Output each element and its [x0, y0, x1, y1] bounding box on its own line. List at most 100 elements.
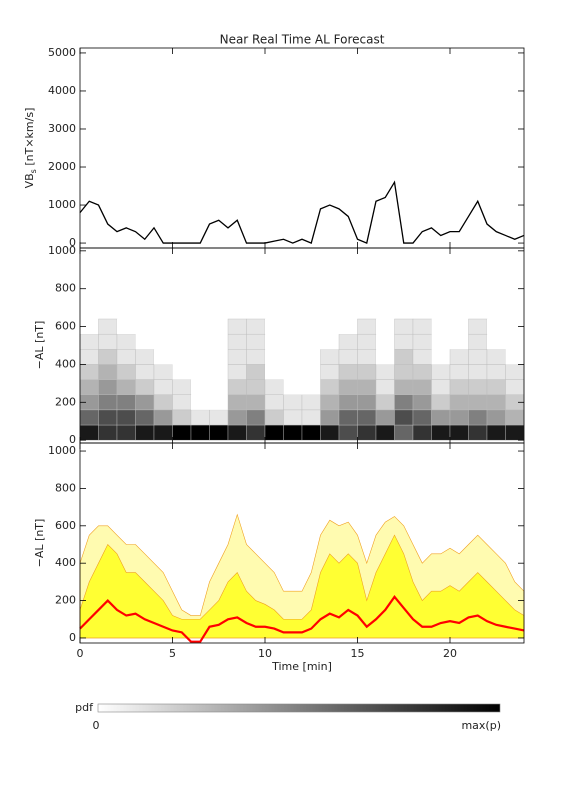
heat-cell — [79, 349, 99, 365]
y-tick-label: 1000 — [48, 198, 76, 211]
heat-cell — [468, 424, 488, 441]
heat-cell — [505, 334, 524, 350]
heat-cell — [135, 318, 154, 335]
heat-cell — [412, 394, 432, 411]
heat-cell — [412, 379, 432, 395]
heat-cell — [394, 379, 414, 395]
heat-cell — [191, 379, 210, 395]
heat-cell — [505, 424, 525, 441]
heat-cell — [283, 318, 302, 335]
heat-cell — [191, 364, 210, 380]
heat-cell — [264, 379, 284, 395]
heat-cell — [153, 394, 173, 411]
heat-cell — [357, 349, 377, 365]
heat-cell — [431, 409, 451, 426]
heat-cell — [209, 318, 228, 335]
heat-cell — [283, 394, 303, 411]
heat-cell — [338, 394, 358, 411]
heat-cell — [209, 349, 228, 365]
heat-cell — [449, 424, 469, 441]
heat-cell — [301, 409, 321, 426]
heat-cell — [172, 334, 191, 350]
heat-cell — [246, 364, 266, 380]
y-tick-label: 0 — [69, 433, 76, 446]
heat-cell — [79, 333, 99, 350]
heat-cell — [357, 409, 377, 426]
y-tick-label: 1000 — [48, 444, 76, 457]
heat-cell — [98, 394, 118, 411]
heat-cell — [264, 424, 284, 441]
heat-cell — [153, 379, 173, 395]
heat-cell — [431, 379, 451, 395]
y-tick-label: 400 — [55, 556, 76, 569]
heat-cell — [338, 349, 358, 365]
heat-cell — [227, 379, 247, 395]
heat-cell — [98, 409, 118, 426]
y-tick-label: 2000 — [48, 160, 76, 173]
heat-cell — [135, 409, 155, 426]
heat-cell — [154, 334, 173, 350]
heat-cell — [302, 349, 321, 365]
y-tick-label: 1000 — [48, 244, 76, 257]
heat-cell — [190, 424, 210, 441]
heat-cell — [172, 394, 192, 411]
y-tick-label: 600 — [55, 519, 76, 532]
heat-cell — [338, 379, 358, 395]
heat-cell — [375, 394, 395, 411]
y-tick-label: 200 — [55, 594, 76, 607]
heat-cell — [449, 364, 469, 380]
heat-cell — [246, 318, 266, 335]
heat-cell — [283, 334, 302, 350]
heat-cell — [135, 364, 155, 380]
heat-cell — [357, 424, 377, 441]
heat-cell — [227, 349, 247, 365]
heat-cell — [246, 409, 266, 426]
heat-cell — [375, 364, 395, 380]
heat-cell — [487, 318, 506, 335]
heat-cell — [209, 379, 228, 395]
heat-cell — [209, 394, 228, 410]
heat-cell — [320, 424, 340, 441]
heat-cell — [357, 379, 377, 395]
heat-cell — [338, 364, 358, 380]
x-tick-label: 5 — [169, 647, 176, 660]
heat-cell — [80, 318, 99, 335]
colorbar — [97, 703, 501, 713]
heat-cell — [394, 318, 414, 335]
heat-cell — [486, 394, 506, 411]
area — [79, 534, 525, 639]
y-tick-label: 800 — [55, 282, 76, 295]
heat-cell — [116, 409, 136, 426]
heat-cell — [468, 394, 488, 411]
heat-cell — [79, 364, 99, 380]
heat-cell — [283, 409, 303, 426]
heat-cell — [135, 424, 155, 441]
heat-cell — [153, 409, 173, 426]
heat-cell — [320, 379, 340, 395]
colorbar-max: max(p) — [461, 719, 501, 732]
heat-cell — [394, 409, 414, 426]
heat-cell — [394, 333, 414, 350]
heat-cell — [338, 424, 358, 441]
plot-frame — [79, 47, 525, 249]
heat-cell — [338, 333, 358, 350]
heat-cell — [357, 394, 377, 411]
colorbar-label: pdf — [75, 701, 94, 714]
heat-cell — [191, 349, 210, 365]
heat-cell — [486, 379, 506, 395]
heat-cell — [450, 334, 469, 350]
heat-cell — [209, 424, 229, 441]
y-axis-label: VBs [nT×km/s] — [23, 108, 38, 189]
heat-cell — [357, 318, 377, 335]
heat-cell — [376, 334, 395, 350]
heat-cell — [98, 379, 118, 395]
heat-cell — [172, 364, 191, 380]
heat-cell — [376, 318, 395, 335]
heat-cell — [117, 318, 136, 335]
heat-cell — [153, 424, 173, 441]
heat-cell — [172, 349, 191, 365]
heat-cell — [265, 334, 284, 350]
heat-cell — [394, 424, 414, 441]
heat-cell — [320, 409, 340, 426]
heat-cell — [172, 424, 192, 441]
